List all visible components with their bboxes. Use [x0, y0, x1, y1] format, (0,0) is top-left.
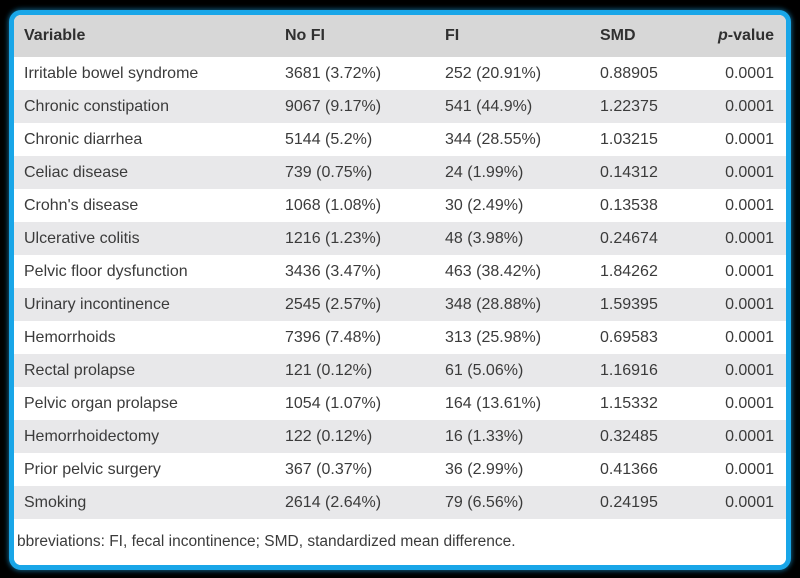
cell-variable: Ulcerative colitis: [24, 229, 140, 247]
cell-no-fi: 1216 (1.23%): [285, 229, 382, 247]
table-row: Rectal prolapse 121 (0.12%) 61 (5.06%) 1.16…: [14, 354, 786, 387]
table-row: Urinary incontinence 2545 (2.57%) 348 (28.…: [14, 288, 786, 321]
cell-smd: 1.84262: [600, 262, 658, 280]
table-row: Pelvic organ prolapse 1054 (1.07%) 164 (13…: [14, 387, 786, 420]
cell-p-value: 0.0001: [725, 493, 774, 511]
p-value-rest: -value: [727, 27, 774, 44]
column-header-fi: FI: [445, 27, 460, 44]
cell-p-value: 0.0001: [725, 97, 774, 115]
cell-p-value: 0.0001: [725, 427, 774, 445]
cell-no-fi: 2545 (2.57%): [285, 295, 382, 313]
cell-p-value: 0.0001: [725, 295, 774, 313]
cell-no-fi: 1054 (1.07%): [285, 394, 382, 412]
abbreviations-footnote: bbreviations: FI, fecal incontinence; SM…: [14, 519, 786, 565]
table-panel: Variable No FI FI SMD p-value Irritable …: [9, 10, 791, 570]
cell-fi: 30 (2.49%): [445, 196, 524, 214]
table-row: Prior pelvic surgery 367 (0.37%) 36 (2.99%…: [14, 453, 786, 486]
cell-smd: 1.59395: [600, 295, 658, 313]
cell-p-value: 0.0001: [725, 460, 774, 478]
cell-variable: Smoking: [24, 493, 87, 511]
cell-smd: 0.88905: [600, 64, 658, 82]
cell-no-fi: 5144 (5.2%): [285, 130, 373, 148]
cell-smd: 1.03215: [600, 130, 658, 148]
table-row: Pelvic floor dysfunction 3436 (3.47%) 463 …: [14, 255, 786, 288]
cell-p-value: 0.0001: [725, 328, 774, 346]
cell-p-value: 0.0001: [725, 394, 774, 412]
cell-variable: Rectal prolapse: [24, 361, 136, 379]
cell-fi: 313 (25.98%): [445, 328, 542, 346]
cell-smd: 1.22375: [600, 97, 658, 115]
cell-smd: 0.41366: [600, 460, 658, 478]
table-row: Crohn's disease 1068 (1.08%) 30 (2.49%) 0.1…: [14, 189, 786, 222]
cell-no-fi: 3681 (3.72%): [285, 64, 382, 82]
table-row: Ulcerative colitis 1216 (1.23%) 48 (3.98%)…: [14, 222, 786, 255]
cell-fi: 48 (3.98%): [445, 229, 524, 247]
table-row: Chronic constipation 9067 (9.17%) 541 (44.…: [14, 90, 786, 123]
column-header-p-value: p-value: [700, 15, 786, 57]
cell-smd: 1.16916: [600, 361, 658, 379]
cell-variable: Irritable bowel syndrome: [24, 64, 199, 82]
cell-no-fi: 3436 (3.47%): [285, 262, 382, 280]
cell-fi: 24 (1.99%): [445, 163, 524, 181]
column-header-no-fi: No FI: [285, 27, 325, 44]
cell-no-fi: 739 (0.75%): [285, 163, 373, 181]
cell-p-value: 0.0001: [725, 130, 774, 148]
table-header-row: Variable No FI FI SMD p-value: [14, 15, 786, 57]
cell-smd: 0.24195: [600, 493, 658, 511]
cell-no-fi: 1068 (1.08%): [285, 196, 382, 214]
cell-variable: Prior pelvic surgery: [24, 460, 161, 478]
cell-variable: Pelvic organ prolapse: [24, 394, 178, 412]
cell-p-value: 0.0001: [725, 196, 774, 214]
cell-fi: 61 (5.06%): [445, 361, 524, 379]
cell-fi: 541 (44.9%): [445, 97, 533, 115]
cell-fi: 79 (6.56%): [445, 493, 524, 511]
cell-no-fi: 121 (0.12%): [285, 361, 373, 379]
table-row: Smoking 2614 (2.64%) 79 (6.56%) 0.24195 0.00…: [14, 486, 786, 519]
cell-fi: 463 (38.42%): [445, 262, 542, 280]
table-row: Chronic diarrhea 5144 (5.2%) 344 (28.55%) 1…: [14, 123, 786, 156]
cell-smd: 1.15332: [600, 394, 658, 412]
table-row: Celiac disease 739 (0.75%) 24 (1.99%) 0.143…: [14, 156, 786, 189]
cell-variable: Celiac disease: [24, 163, 129, 181]
cell-smd: 0.13538: [600, 196, 658, 214]
cell-smd: 0.14312: [600, 163, 658, 181]
column-header-smd: SMD: [600, 27, 636, 44]
column-header-variable: Variable: [24, 27, 86, 44]
cell-variable: Chronic constipation: [24, 97, 169, 115]
cell-variable: Chronic diarrhea: [24, 130, 143, 148]
cell-fi: 344 (28.55%): [445, 130, 542, 148]
cell-variable: Hemorrhoids: [24, 328, 116, 346]
table-row: Irritable bowel syndrome 3681 (3.72%) 252 …: [14, 57, 786, 90]
cell-variable: Hemorrhoidectomy: [24, 427, 160, 445]
cell-p-value: 0.0001: [725, 361, 774, 379]
cell-variable: Crohn's disease: [24, 196, 139, 214]
comorbidity-table: Variable No FI FI SMD p-value Irritable …: [14, 15, 786, 519]
cell-variable: Pelvic floor dysfunction: [24, 262, 188, 280]
cell-fi: 252 (20.91%): [445, 64, 542, 82]
cell-fi: 16 (1.33%): [445, 427, 524, 445]
cell-smd: 0.24674: [600, 229, 658, 247]
cell-no-fi: 367 (0.37%): [285, 460, 373, 478]
cell-fi: 164 (13.61%): [445, 394, 542, 412]
p-value-italic-p: p: [717, 27, 728, 44]
cell-fi: 36 (2.99%): [445, 460, 524, 478]
table-row: Hemorrhoidectomy 122 (0.12%) 16 (1.33%) 0.3…: [14, 420, 786, 453]
cell-no-fi: 2614 (2.64%): [285, 493, 382, 511]
cell-variable: Urinary incontinence: [24, 295, 170, 313]
cell-fi: 348 (28.88%): [445, 295, 542, 313]
cell-no-fi: 7396 (7.48%): [285, 328, 382, 346]
cell-p-value: 0.0001: [725, 229, 774, 247]
cell-p-value: 0.0001: [725, 163, 774, 181]
cell-p-value: 0.0001: [725, 262, 774, 280]
cell-smd: 0.69583: [600, 328, 658, 346]
cell-no-fi: 9067 (9.17%): [285, 97, 382, 115]
cell-p-value: 0.0001: [725, 64, 774, 82]
table-row: Hemorrhoids 7396 (7.48%) 313 (25.98%) 0.695…: [14, 321, 786, 354]
cell-smd: 0.32485: [600, 427, 658, 445]
cell-no-fi: 122 (0.12%): [285, 427, 373, 445]
